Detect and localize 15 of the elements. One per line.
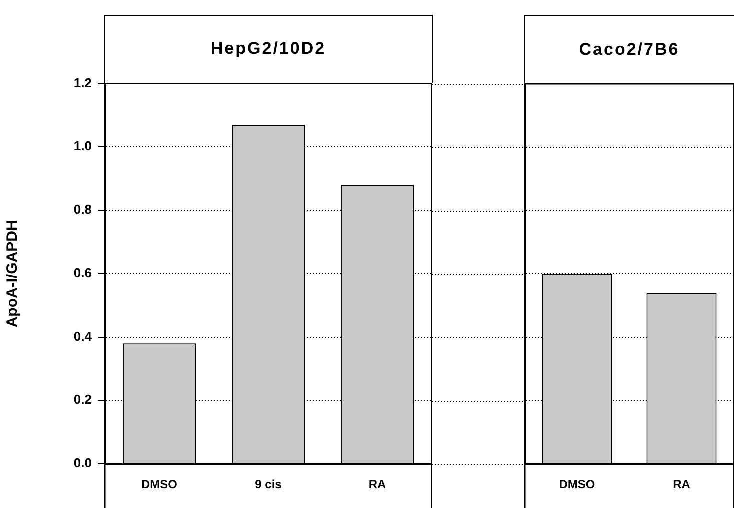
x-tick-label: DMSO (559, 478, 596, 492)
x-tick-label: DMSO (142, 478, 178, 492)
y-tick-label: 1.0 (74, 138, 92, 154)
x-tick-label: RA (673, 478, 691, 492)
chart-title: HepG2/10D2 (104, 15, 433, 83)
chart-title: Caco2/7B6 (524, 15, 734, 83)
y-tick-label: 0.8 (74, 202, 92, 218)
x-tick-label: RA (368, 478, 386, 492)
y-axis-title: ApoA-I/GAPDH (4, 220, 22, 328)
y-tick-label: 0.0 (74, 456, 92, 471)
y-tick-label: 0.2 (74, 392, 92, 408)
x-tick-label: 9 cis (255, 478, 282, 492)
y-tick-label: 0.6 (74, 265, 92, 280)
y-tick-label: 0.4 (74, 328, 93, 344)
y-tick-label: 1.2 (74, 75, 92, 90)
